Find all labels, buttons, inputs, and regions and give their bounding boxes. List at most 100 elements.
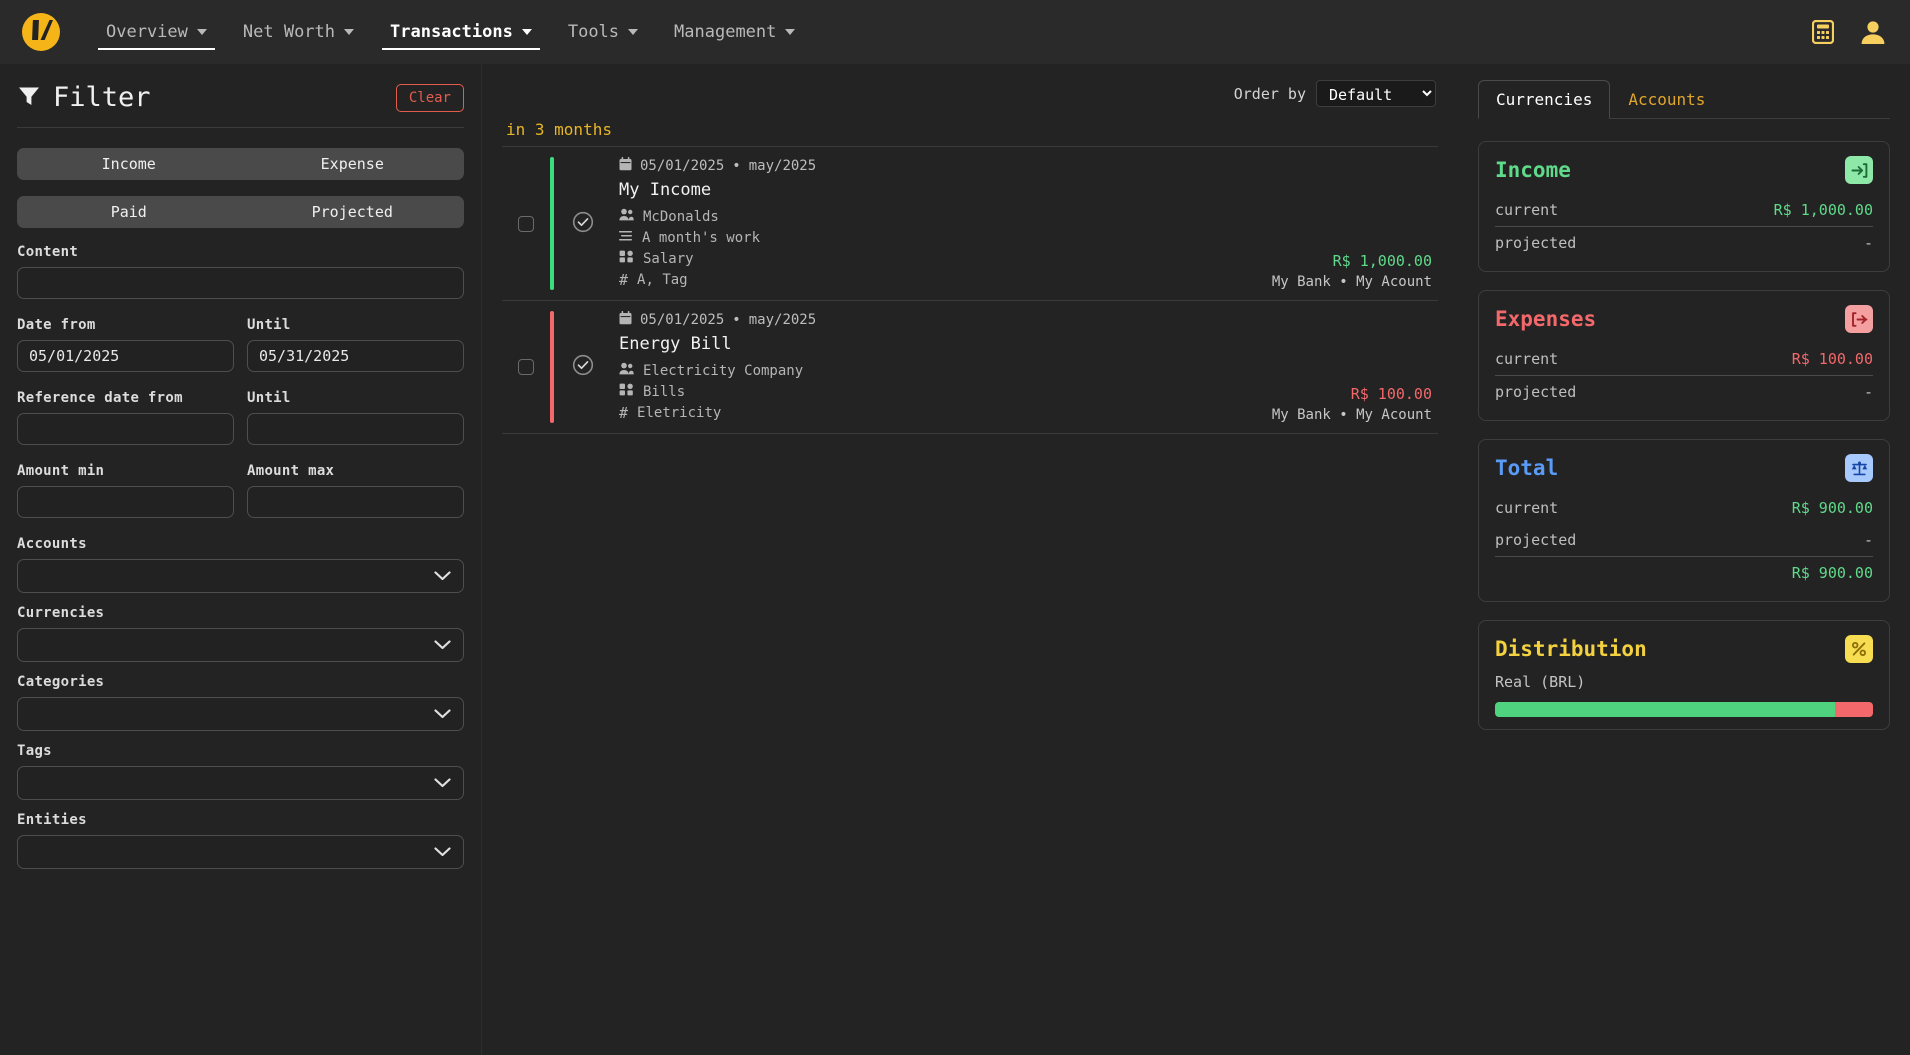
total-current-value: R$ 900.00: [1791, 499, 1873, 517]
row-entity: Electricity Company: [643, 363, 804, 379]
category-icon: [619, 382, 634, 402]
nav-item-transactions[interactable]: Transactions: [372, 0, 550, 64]
total-sum-row: R$ 900.00: [1495, 556, 1873, 589]
scales-balance-icon[interactable]: [1845, 454, 1873, 482]
table-row[interactable]: 05/01/2025 • may/2025 My Income: [502, 147, 1438, 301]
nav-item-label: Net Worth: [242, 22, 336, 42]
row-reference: may/2025: [748, 312, 817, 328]
date-from-input[interactable]: [17, 340, 234, 372]
hashtag-icon: #: [619, 403, 629, 422]
income-card-title: Income: [1495, 158, 1571, 182]
currencies-select[interactable]: [17, 628, 464, 662]
row-amount-block: R$ 1,000.00 My Bank • My Acount: [1272, 157, 1438, 290]
hashtag-icon: #: [619, 270, 629, 289]
clear-filter-button[interactable]: Clear: [395, 83, 464, 112]
user-avatar-icon[interactable]: [1860, 19, 1886, 45]
total-card: Total current R$ 900.00 projected -: [1478, 439, 1890, 602]
row-title: Energy Bill: [619, 334, 732, 354]
income-projected-row: projected -: [1495, 227, 1873, 259]
income-current-label: current: [1495, 201, 1559, 219]
nav-item-net-worth[interactable]: Net Worth: [225, 0, 372, 64]
nav-item-label: Management: [674, 22, 777, 42]
summary-panel: Currencies Accounts Income current R$ 1,…: [1458, 64, 1910, 1055]
distribution-card-header: Distribution: [1495, 635, 1873, 663]
date-until-input[interactable]: [247, 340, 464, 372]
content-input[interactable]: [17, 267, 464, 299]
filter-title-group: Filter: [17, 82, 151, 113]
expenses-projected-label: projected: [1495, 383, 1577, 401]
categories-select[interactable]: [17, 697, 464, 731]
app-logo[interactable]: [22, 13, 60, 51]
calculator-icon[interactable]: [1812, 20, 1834, 44]
table-row[interactable]: 05/01/2025 • may/2025 Energy Bill: [502, 301, 1438, 434]
tab-currencies[interactable]: Currencies: [1478, 80, 1611, 119]
nav-item-overview[interactable]: Overview: [88, 0, 225, 64]
reference-date-until-label: Until: [247, 390, 291, 406]
toggle-income[interactable]: Income: [101, 155, 156, 173]
toggle-paid[interactable]: Paid: [110, 203, 147, 221]
total-projected-label: projected: [1495, 531, 1577, 549]
reference-date-from-input[interactable]: [17, 413, 234, 445]
row-category: Bills: [643, 384, 686, 400]
arrow-out-of-bracket-icon[interactable]: [1845, 305, 1873, 333]
transaction-group-label: in 3 months: [506, 120, 612, 139]
tab-accounts[interactable]: Accounts: [1628, 90, 1706, 109]
row-checkbox[interactable]: [518, 359, 534, 375]
row-entity: McDonalds: [643, 209, 719, 225]
row-amount-block: R$ 100.00 My Bank • My Acount: [1272, 311, 1438, 423]
check-circle-icon[interactable]: [572, 211, 594, 237]
expenses-card-header: Expenses: [1495, 305, 1873, 333]
income-current-row: current R$ 1,000.00: [1495, 194, 1873, 227]
status-toggle-group[interactable]: Paid Projected: [17, 196, 464, 228]
summary-tabs: Currencies Accounts: [1478, 80, 1890, 119]
total-card-header: Total: [1495, 454, 1873, 482]
expenses-current-value: R$ 100.00: [1791, 350, 1873, 368]
chevron-down-icon: [434, 843, 451, 862]
transaction-list: 05/01/2025 • may/2025 My Income: [502, 146, 1438, 434]
distribution-card: Distribution Real (BRL): [1478, 620, 1890, 730]
amount-max-input[interactable]: [247, 486, 464, 518]
distribution-expense-segment: [1835, 702, 1873, 717]
order-by-label: Order by: [1233, 84, 1306, 103]
toggle-expense[interactable]: Expense: [320, 155, 384, 173]
expenses-projected-row: projected -: [1495, 376, 1873, 408]
category-icon: [619, 249, 634, 269]
arrow-into-bracket-icon[interactable]: [1845, 156, 1873, 184]
row-date-line: 05/01/2025 • may/2025: [619, 311, 816, 329]
entities-select[interactable]: [17, 835, 464, 869]
tags-select[interactable]: [17, 766, 464, 800]
row-category-line: Bills: [619, 382, 816, 402]
toggle-projected[interactable]: Projected: [311, 203, 393, 221]
row-tags-line: # A, Tag: [619, 270, 816, 290]
nav-item-tools[interactable]: Tools: [550, 0, 656, 64]
nav-item-management[interactable]: Management: [656, 0, 813, 64]
total-sum-value: R$ 900.00: [1791, 564, 1873, 582]
total-card-title: Total: [1495, 456, 1559, 480]
check-circle-icon[interactable]: [572, 354, 594, 380]
row-date: 05/01/2025: [640, 312, 725, 328]
total-current-row: current R$ 900.00: [1495, 492, 1873, 524]
row-type-indicator: [550, 311, 554, 423]
nav-right-actions: [1812, 0, 1886, 64]
reference-date-until-input[interactable]: [247, 413, 464, 445]
row-checkbox[interactable]: [518, 215, 534, 232]
amount-min-input[interactable]: [17, 486, 234, 518]
row-date-line: 05/01/2025 • may/2025: [619, 157, 816, 175]
percent-icon[interactable]: [1845, 635, 1873, 663]
entities-label: Entities: [17, 812, 87, 828]
order-by-select[interactable]: Default: [1316, 80, 1436, 107]
accounts-select[interactable]: [17, 559, 464, 593]
tags-label: Tags: [17, 743, 52, 759]
row-type-indicator: [550, 157, 554, 290]
row-tags-line: # Eletricity: [619, 403, 816, 423]
distribution-card-title: Distribution: [1495, 637, 1647, 661]
expenses-current-label: current: [1495, 350, 1559, 368]
row-title: My Income: [619, 180, 712, 200]
people-icon: [619, 361, 634, 381]
page-title: Filter: [53, 82, 151, 113]
type-toggle-group[interactable]: Income Expense: [17, 148, 464, 180]
row-account: My Bank • My Acount: [1271, 407, 1432, 423]
expenses-current-row: current R$ 100.00: [1495, 343, 1873, 376]
row-details: 05/01/2025 • may/2025 Energy Bill: [619, 311, 816, 423]
date-until-label: Until: [247, 317, 291, 333]
